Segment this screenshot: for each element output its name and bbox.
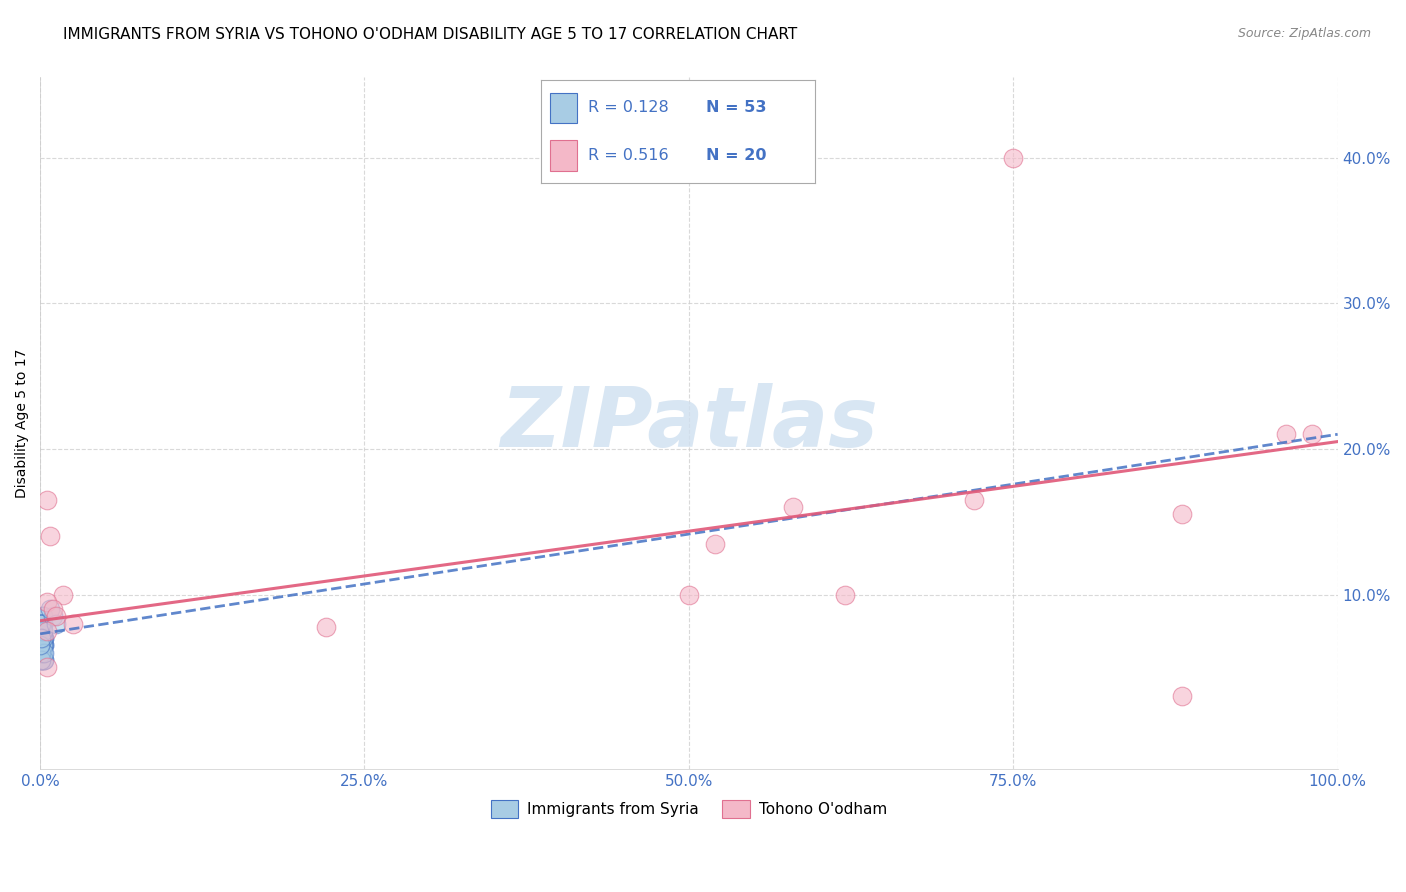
Point bbox=[30, 624, 52, 638]
Legend: Immigrants from Syria, Tohono O'odham: Immigrants from Syria, Tohono O'odham bbox=[485, 794, 893, 824]
Point bbox=[30, 624, 52, 638]
Text: Source: ZipAtlas.com: Source: ZipAtlas.com bbox=[1237, 27, 1371, 40]
Point bbox=[32, 631, 55, 645]
Point bbox=[30, 639, 52, 653]
Point bbox=[31, 639, 53, 653]
Point bbox=[30, 624, 52, 638]
Point bbox=[35, 595, 58, 609]
Point bbox=[30, 646, 52, 660]
Point bbox=[31, 631, 53, 645]
Point bbox=[32, 639, 55, 653]
Point bbox=[30, 631, 52, 645]
Text: IMMIGRANTS FROM SYRIA VS TOHONO O'ODHAM DISABILITY AGE 5 TO 17 CORRELATION CHART: IMMIGRANTS FROM SYRIA VS TOHONO O'ODHAM … bbox=[63, 27, 797, 42]
Point bbox=[42, 609, 65, 624]
Text: ZIPatlas: ZIPatlas bbox=[501, 383, 877, 464]
Point bbox=[30, 653, 52, 667]
Point bbox=[31, 609, 53, 624]
Point bbox=[834, 587, 856, 601]
Point bbox=[30, 624, 52, 638]
Y-axis label: Disability Age 5 to 17: Disability Age 5 to 17 bbox=[15, 349, 30, 498]
Point bbox=[30, 624, 52, 638]
Point bbox=[31, 624, 53, 638]
Point bbox=[32, 631, 55, 645]
Point bbox=[963, 492, 986, 507]
Point bbox=[31, 616, 53, 631]
Point bbox=[30, 631, 52, 645]
Point bbox=[52, 587, 75, 601]
Point bbox=[678, 587, 700, 601]
Point bbox=[32, 646, 55, 660]
Point bbox=[32, 653, 55, 667]
Text: N = 53: N = 53 bbox=[706, 101, 766, 115]
Point bbox=[30, 624, 52, 638]
Point bbox=[31, 639, 53, 653]
Point bbox=[1002, 151, 1025, 165]
Point bbox=[30, 653, 52, 667]
Point bbox=[703, 536, 725, 550]
Point bbox=[30, 653, 52, 667]
FancyBboxPatch shape bbox=[550, 93, 576, 123]
Point bbox=[1171, 508, 1194, 522]
Point bbox=[39, 602, 62, 616]
Point bbox=[31, 653, 53, 667]
Point bbox=[1274, 427, 1296, 442]
Point bbox=[45, 609, 67, 624]
Point bbox=[35, 624, 58, 638]
Point bbox=[30, 653, 52, 667]
Text: N = 20: N = 20 bbox=[706, 148, 766, 162]
Point bbox=[31, 609, 53, 624]
Point bbox=[30, 646, 52, 660]
Point bbox=[62, 616, 84, 631]
Point bbox=[30, 631, 52, 645]
Point bbox=[32, 653, 55, 667]
Point bbox=[30, 616, 52, 631]
Point bbox=[31, 631, 53, 645]
Point bbox=[31, 639, 53, 653]
Point bbox=[30, 646, 52, 660]
Point bbox=[30, 616, 52, 631]
Point bbox=[1301, 427, 1323, 442]
Point bbox=[31, 646, 53, 660]
Point bbox=[315, 619, 337, 633]
Point bbox=[30, 616, 52, 631]
Point bbox=[30, 631, 52, 645]
Point bbox=[30, 639, 52, 653]
Point bbox=[30, 631, 52, 645]
Point bbox=[39, 529, 62, 543]
Point bbox=[32, 639, 55, 653]
Text: R = 0.128: R = 0.128 bbox=[588, 101, 669, 115]
Point bbox=[45, 616, 67, 631]
Point bbox=[31, 616, 53, 631]
Point bbox=[30, 616, 52, 631]
Point bbox=[30, 646, 52, 660]
Point bbox=[31, 624, 53, 638]
Point bbox=[30, 646, 52, 660]
Point bbox=[30, 616, 52, 631]
FancyBboxPatch shape bbox=[550, 140, 576, 170]
Point bbox=[1171, 690, 1194, 704]
Point bbox=[30, 639, 52, 653]
Point bbox=[30, 639, 52, 653]
Text: R = 0.516: R = 0.516 bbox=[588, 148, 668, 162]
Point bbox=[782, 500, 804, 515]
Point bbox=[35, 660, 58, 674]
Point bbox=[35, 492, 58, 507]
Point bbox=[42, 602, 65, 616]
Point bbox=[31, 631, 53, 645]
